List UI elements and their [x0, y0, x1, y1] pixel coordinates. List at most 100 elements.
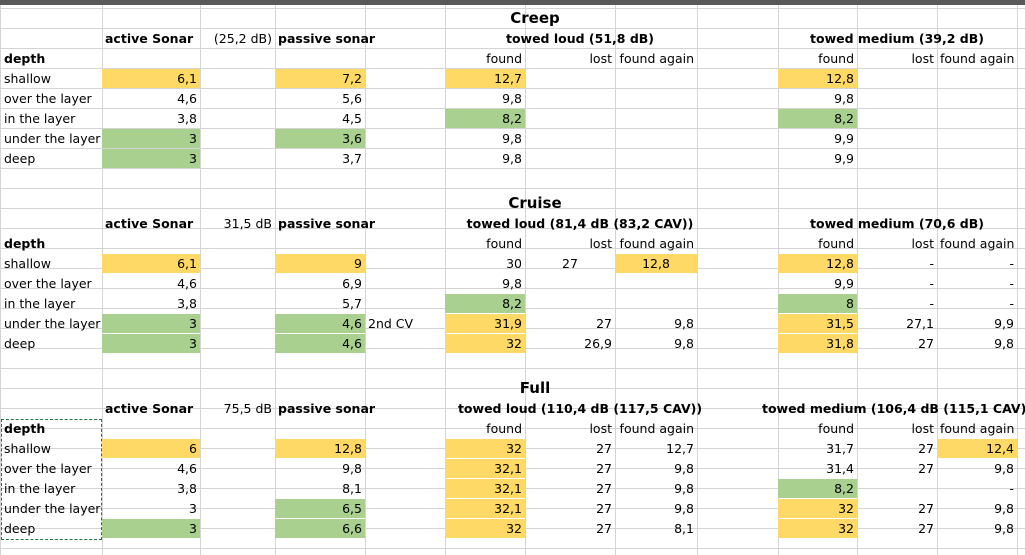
- cell-highlight: [445, 69, 525, 88]
- depth-label: over the layer: [4, 91, 92, 106]
- cell-highlight: [778, 254, 857, 273]
- column-gridline: [697, 5, 698, 555]
- towed-loud-lost: 27: [596, 316, 612, 331]
- passive-sonar-value: 12,8: [334, 441, 362, 456]
- cell-highlight: [445, 479, 525, 498]
- towed-medium-found-again: 9,8: [994, 336, 1014, 351]
- towed-medium-lost: -: [929, 256, 934, 271]
- row-gridline: [0, 8, 1025, 9]
- towed-loud-lost: [525, 69, 615, 88]
- row-note: 2nd CV: [368, 316, 414, 331]
- towed-loud-lost: [525, 149, 615, 168]
- active-sonar-value: 4,6: [177, 91, 197, 106]
- towed-loud-lost: 27: [596, 461, 612, 476]
- column-gridline: [200, 5, 201, 555]
- towed-medium-found: 31,4: [826, 461, 854, 476]
- cell-highlight: [275, 129, 365, 148]
- towed-medium-lost: 27,1: [906, 316, 934, 331]
- header-depth: depth: [4, 236, 46, 251]
- towed-medium-lost: [857, 69, 937, 88]
- towed-loud-found: 32: [506, 521, 522, 536]
- section-title: Creep: [510, 9, 560, 27]
- towed-medium-lost: [857, 89, 937, 108]
- cell-highlight: [445, 109, 525, 128]
- copy-selection-marquee: [1, 419, 102, 540]
- header-active-sonar: active Sonar: [105, 401, 194, 416]
- header-note: 75,5 dB: [223, 401, 272, 416]
- towed-medium-found: 32: [838, 521, 854, 536]
- cell-highlight: [615, 254, 697, 273]
- row-note: [365, 519, 445, 538]
- column-gridline: [857, 5, 858, 555]
- towed-medium-found-again: 12,4: [986, 441, 1014, 456]
- towed-loud-lost: [525, 294, 615, 313]
- towed-medium-found: 9,9: [834, 131, 854, 146]
- column-gridline: [0, 5, 1, 555]
- header-found-again: found again: [940, 421, 1015, 436]
- column-gridline: [275, 5, 276, 555]
- header-found: found: [486, 421, 522, 436]
- towed-medium-found-again: [937, 69, 1017, 88]
- header-note: 31,5 dB: [223, 216, 272, 231]
- towed-medium-lost: 27: [918, 336, 934, 351]
- towed-medium-found-again: [937, 89, 1017, 108]
- towed-loud-found: 9,8: [502, 151, 522, 166]
- header-towed-medium: towed medium (70,6 dB): [810, 216, 984, 231]
- active-sonar-value: 4,6: [177, 461, 197, 476]
- header-found: found: [818, 421, 854, 436]
- row-gridline: [0, 268, 1025, 269]
- cell-highlight: [445, 314, 525, 333]
- cell-highlight: [778, 69, 857, 88]
- cell-highlight: [102, 129, 200, 148]
- row-note: [365, 479, 445, 498]
- towed-loud-found-again: 12,8: [642, 256, 670, 271]
- row-note: [365, 129, 445, 148]
- header-passive-sonar: passive sonar: [278, 401, 376, 416]
- cell-highlight: [778, 109, 857, 128]
- row-gridline: [0, 148, 1025, 149]
- row-note: [365, 69, 445, 88]
- depth-label: deep: [4, 521, 36, 536]
- active-sonar-value: 3: [189, 151, 197, 166]
- cell-highlight: [937, 439, 1017, 458]
- towed-loud-found-again: [615, 129, 697, 148]
- header-lost: lost: [911, 236, 934, 251]
- cell-highlight: [445, 294, 525, 313]
- header-found-again: found again: [619, 51, 694, 66]
- row-gridline: [0, 188, 1025, 189]
- towed-medium-lost: [857, 129, 937, 148]
- header-lost: lost: [589, 236, 612, 251]
- row-note: [365, 334, 445, 353]
- towed-loud-lost: [525, 274, 615, 293]
- active-sonar-value: 3: [189, 316, 197, 331]
- towed-medium-lost: 27: [918, 521, 934, 536]
- header-found-again: found again: [619, 421, 694, 436]
- active-sonar-value: 3: [189, 521, 197, 536]
- towed-medium-lost: [857, 149, 937, 168]
- column-gridline: [525, 5, 526, 555]
- towed-loud-found: 32: [506, 441, 522, 456]
- towed-medium-found: 12,8: [826, 71, 854, 86]
- depth-label: deep: [4, 336, 36, 351]
- passive-sonar-value: 6,5: [342, 501, 362, 516]
- row-gridline: [0, 208, 1025, 209]
- towed-medium-found-again: [937, 129, 1017, 148]
- header-towed-loud: towed loud (81,4 dB (83,2 CAV)): [466, 216, 694, 231]
- depth-label: in the layer: [4, 111, 76, 126]
- header-active-sonar: active Sonar: [105, 216, 194, 231]
- towed-medium-lost: -: [929, 276, 934, 291]
- active-sonar-value: 4,6: [177, 276, 197, 291]
- header-found-again: found again: [940, 236, 1015, 251]
- header-lost: lost: [911, 421, 934, 436]
- header-depth: depth: [4, 421, 46, 436]
- column-gridline: [445, 5, 446, 555]
- towed-loud-found: 8,2: [502, 111, 522, 126]
- passive-sonar-value: 8,1: [342, 481, 362, 496]
- cell-highlight: [778, 519, 857, 538]
- row-note: [365, 254, 445, 273]
- towed-medium-found-again: 9,8: [994, 501, 1014, 516]
- header-found-again: found again: [619, 236, 694, 251]
- towed-loud-found: 9,8: [502, 276, 522, 291]
- header-note: (25,2 dB): [213, 31, 272, 46]
